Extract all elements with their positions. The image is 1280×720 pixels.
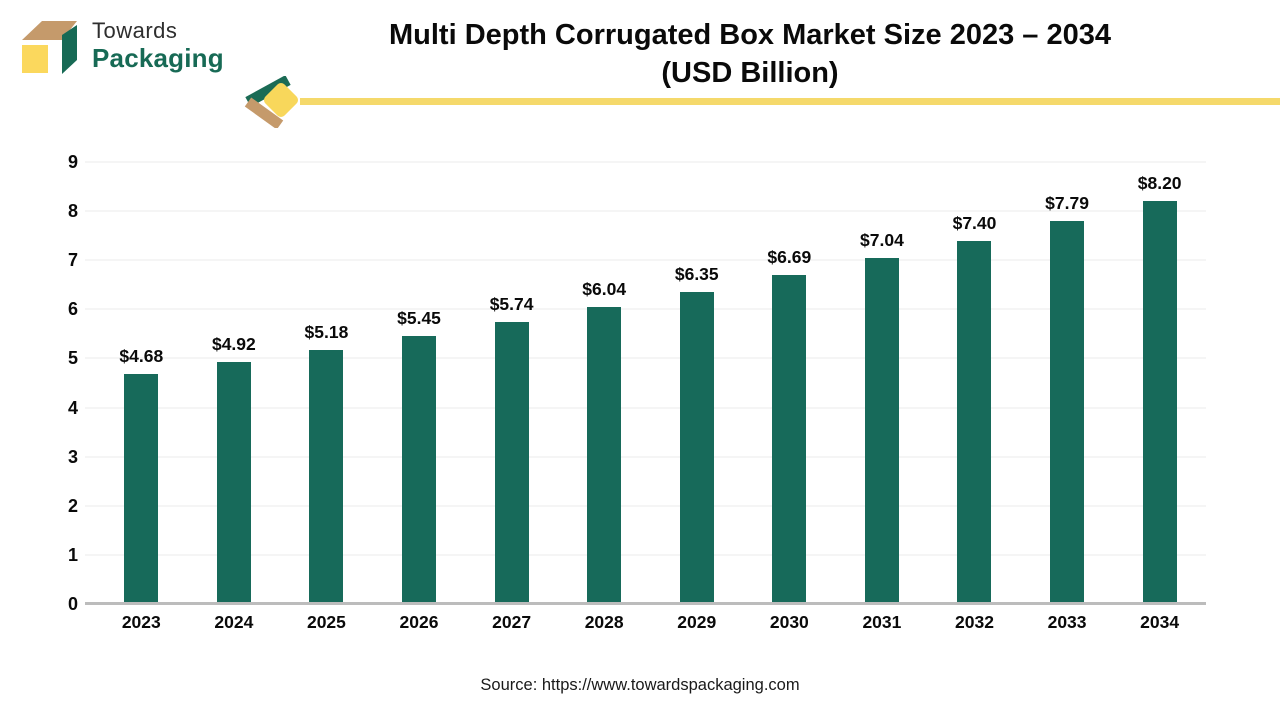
plot-area: $4.68 $4.92 $5.18 $5.45 $5.74 $6.04 $6.35 $6.69… (85, 161, 1206, 605)
y-tick-label: 9 (67, 152, 78, 172)
x-tick-label: 2029 (677, 612, 717, 632)
bar-value-label: $5.18 (304, 321, 349, 342)
gridline (85, 505, 1206, 507)
gridline (85, 210, 1206, 212)
bar (216, 362, 251, 604)
gridline (85, 554, 1206, 556)
bar-value-label: $7.79 (1045, 193, 1089, 214)
bar-value-label: $7.40 (952, 212, 997, 233)
gridline (85, 161, 1206, 163)
bar-value-label: $4.92 (211, 334, 256, 355)
bar (309, 349, 344, 604)
bar-slot: $7.04 (836, 162, 929, 604)
x-tick-label: 2026 (399, 612, 439, 632)
bar-slot: $6.04 (558, 162, 651, 604)
bar (587, 307, 622, 604)
y-tick-label: 2 (67, 495, 78, 516)
bar (494, 322, 529, 604)
bar-value-label: $6.04 (582, 279, 627, 300)
logo-towards-text: Towards (92, 18, 178, 43)
bar (864, 258, 899, 604)
bar-value-label: $6.69 (767, 247, 812, 268)
x-tick-label: 2027 (492, 612, 532, 632)
bar (957, 240, 992, 604)
logo-text: Towards Packaging (92, 14, 224, 73)
chart-title-line1: Multi Depth Corrugated Box Market Size 2… (389, 19, 1111, 51)
bar-value-label: $5.45 (397, 308, 441, 329)
x-tick-label: 2034 (1140, 612, 1180, 632)
bar-value-label: $4.68 (119, 346, 164, 367)
logo-packaging-text: Packaging (92, 43, 224, 73)
gridline (85, 259, 1206, 261)
bar-slot: $4.68 (95, 162, 188, 604)
y-tick-label: 1 (67, 544, 78, 565)
bar (1050, 221, 1085, 604)
x-tick-label: 2028 (584, 612, 624, 632)
bar-value-label: $7.04 (860, 230, 904, 251)
bar (679, 292, 714, 604)
bar-slot: $4.92 (188, 162, 281, 604)
gridline (85, 308, 1206, 310)
x-tick-label: 2030 (769, 612, 809, 632)
bar-slot: $6.35 (650, 162, 743, 604)
bar-slot: $5.45 (373, 162, 466, 604)
bar (124, 374, 159, 604)
bar-slot: $7.79 (1021, 162, 1114, 604)
gridline (85, 407, 1206, 409)
bars-container: $4.68 $4.92 $5.18 $5.45 $5.74 $6.04 $6.35 $6.69… (85, 162, 1206, 604)
x-axis-line (85, 602, 1206, 605)
accent-line (300, 98, 1280, 105)
chevron-left-icon (244, 76, 299, 128)
y-tick-label: 5 (67, 348, 78, 369)
gridline (85, 456, 1206, 458)
x-axis-labels: 2023 2024 2025 2026 2027 2028 2029 2030 2031 2032… (85, 612, 1206, 633)
bar (402, 336, 437, 604)
bar-slot: $5.74 (465, 162, 558, 604)
bar-slot: $7.40 (928, 162, 1021, 604)
y-tick-label: 8 (67, 201, 78, 222)
y-tick-label: 3 (67, 446, 78, 467)
x-tick-label: 2025 (306, 612, 346, 632)
logo-box-icon (22, 21, 77, 74)
diamond-icon (263, 82, 299, 118)
gridline (85, 357, 1206, 359)
bar-slot: $5.18 (280, 162, 373, 604)
chart-title: Multi Depth Corrugated Box Market Size 2… (280, 16, 1220, 92)
y-tick-label: 0 (67, 594, 78, 614)
bar (772, 275, 807, 604)
chart-title-line2: (USD Billion) (661, 57, 839, 89)
bar-slot: $6.69 (743, 162, 836, 604)
x-tick-label: 2023 (121, 612, 161, 632)
x-tick-label: 2031 (862, 612, 902, 632)
x-tick-label: 2032 (955, 612, 994, 632)
x-tick-label: 2033 (1047, 612, 1087, 632)
y-tick-label: 4 (67, 397, 78, 418)
y-axis-labels: 0 1 2 3 4 5 6 7 8 9 (38, 153, 78, 613)
bar-slot: $8.20 (1113, 162, 1206, 604)
logo: Towards Packaging (20, 14, 224, 78)
x-tick-label: 2024 (214, 612, 254, 632)
bar (1142, 201, 1177, 604)
bar-value-label: $5.74 (489, 294, 534, 315)
y-tick-label: 6 (67, 299, 78, 320)
y-tick-label: 7 (67, 250, 78, 271)
source-text: Source: https://www.towardspackaging.com (480, 676, 800, 694)
bar-value-label: $8.20 (1137, 173, 1182, 194)
bar-value-label: $6.35 (674, 264, 719, 285)
